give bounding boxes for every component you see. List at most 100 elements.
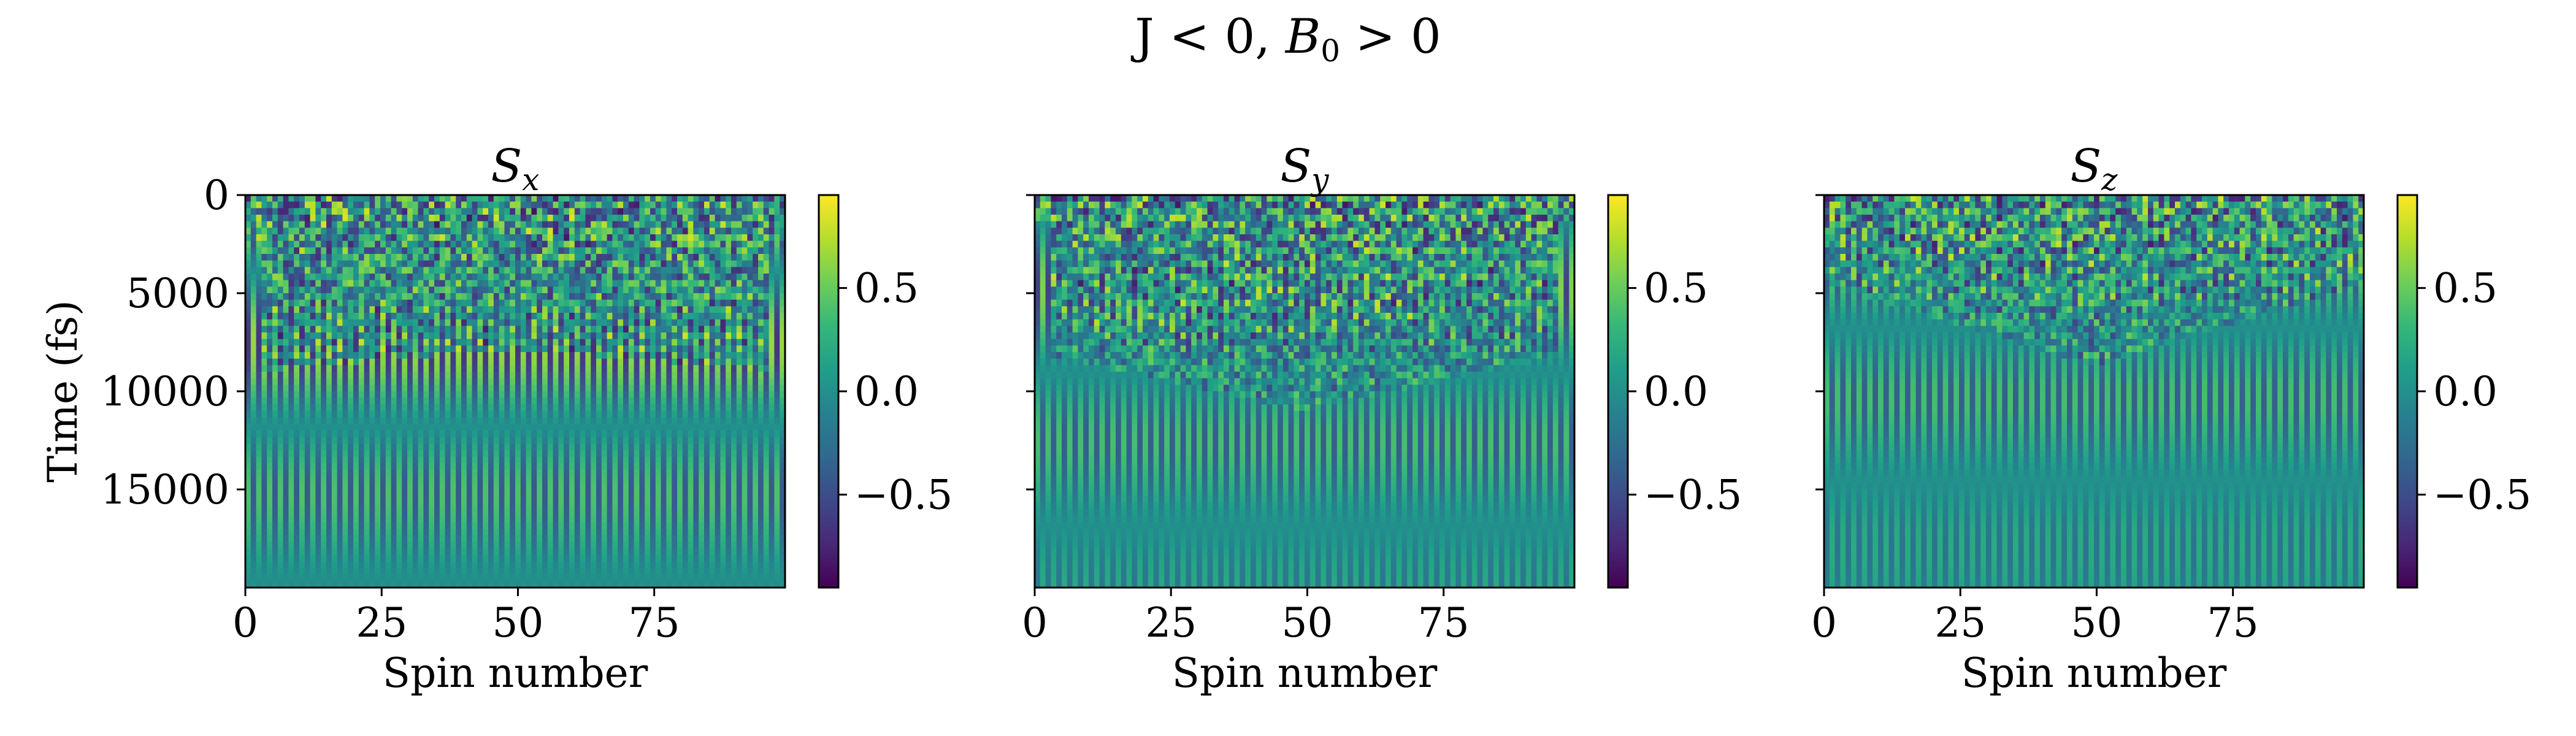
heatmap-cell — [315, 215, 321, 222]
heatmap-cell — [445, 358, 451, 366]
heatmap-cell — [288, 404, 294, 412]
heatmap-cell — [618, 326, 624, 333]
heatmap-cell — [623, 365, 629, 372]
heatmap-cell — [256, 470, 262, 477]
heatmap-cell — [245, 522, 251, 529]
heatmap-cell — [510, 339, 516, 346]
heatmap-cell — [661, 228, 667, 235]
heatmap-cell — [558, 215, 564, 222]
heatmap-cell — [634, 554, 640, 562]
heatmap-cell — [612, 548, 618, 556]
heatmap-cell — [256, 515, 262, 523]
heatmap-cell — [364, 535, 370, 542]
heatmap-cell — [472, 417, 478, 424]
heatmap-cell — [677, 345, 683, 353]
heatmap-cell — [358, 254, 365, 261]
heatmap-cell — [466, 267, 473, 274]
heatmap-cell — [456, 260, 462, 267]
heatmap-cell — [461, 260, 467, 267]
heatmap-cell — [634, 450, 640, 458]
heatmap-cell — [364, 215, 370, 222]
heatmap-cell — [261, 509, 267, 516]
heatmap-cell — [688, 293, 694, 301]
heatmap-cell — [504, 515, 510, 523]
heatmap-cell — [407, 339, 413, 346]
heatmap-cell — [337, 535, 343, 542]
heatmap-cell — [547, 358, 554, 366]
heatmap-cell — [434, 470, 440, 477]
heatmap-cell — [526, 240, 532, 248]
heatmap-cell — [358, 463, 365, 470]
heatmap-cell — [628, 568, 635, 575]
heatmap-cell — [466, 240, 473, 248]
heatmap-cell — [574, 247, 581, 255]
heatmap-cell — [364, 463, 370, 470]
heatmap-cell — [542, 397, 548, 405]
heatmap-cell — [461, 385, 467, 392]
heatmap-cell — [304, 378, 311, 385]
heatmap-cell — [456, 358, 462, 366]
heatmap-cell — [520, 554, 527, 562]
heatmap-cell — [321, 417, 327, 424]
heatmap-cell — [661, 208, 667, 215]
heatmap-cell — [267, 542, 273, 549]
heatmap-cell — [477, 443, 483, 451]
heatmap-cell — [245, 378, 251, 385]
heatmap-cell — [542, 286, 548, 294]
heatmap-cell — [277, 450, 284, 458]
heatmap-cell — [294, 397, 300, 405]
heatmap-cell — [477, 195, 483, 202]
heatmap-cell — [547, 397, 554, 405]
heatmap-cell — [256, 365, 262, 372]
heatmap-cell — [585, 470, 591, 477]
heatmap-cell — [477, 542, 483, 549]
heatmap-cell — [337, 332, 343, 340]
heatmap-cell — [466, 397, 473, 405]
heatmap-cell — [445, 215, 451, 222]
heatmap-cell — [542, 372, 548, 379]
heatmap-cell — [601, 483, 608, 490]
heatmap-cell — [380, 293, 386, 301]
heatmap-cell — [304, 208, 311, 215]
heatmap-cell — [688, 274, 694, 281]
heatmap-cell — [564, 365, 570, 372]
heatmap-cell — [558, 254, 564, 261]
heatmap-cell — [526, 568, 532, 575]
heatmap-cell — [677, 574, 683, 581]
heatmap-cell — [402, 332, 408, 340]
heatmap-cell — [358, 574, 365, 581]
heatmap-cell — [380, 228, 386, 235]
heatmap-cell — [596, 352, 602, 359]
heatmap-cell — [499, 529, 505, 536]
heatmap-cell — [569, 267, 575, 274]
heatmap-cell — [250, 247, 257, 255]
heatmap-cell — [439, 509, 446, 516]
heatmap-cell — [326, 574, 332, 581]
heatmap-cell — [331, 372, 338, 379]
heatmap-cell — [380, 274, 386, 281]
heatmap-cell — [391, 352, 397, 359]
heatmap-cell — [477, 260, 483, 267]
heatmap-cell — [385, 535, 392, 542]
heatmap-cell — [493, 306, 500, 313]
heatmap-cell — [385, 417, 392, 424]
heatmap-cell — [499, 201, 505, 209]
heatmap-cell — [569, 228, 575, 235]
heatmap-cell — [655, 515, 662, 523]
heatmap-cell — [591, 502, 597, 510]
heatmap-cell — [337, 476, 343, 483]
heatmap-cell — [299, 581, 305, 588]
heatmap-cell — [277, 496, 284, 503]
heatmap-cell — [677, 306, 683, 313]
heatmap-cell — [672, 274, 678, 281]
heatmap-cell — [483, 378, 489, 385]
heatmap-cell — [310, 496, 316, 503]
heatmap-cell — [493, 240, 500, 248]
heatmap-cell — [439, 240, 446, 248]
heatmap-cell — [693, 293, 699, 301]
heatmap-cell — [515, 339, 521, 346]
heatmap-cell — [618, 463, 624, 470]
heatmap-cell — [569, 470, 575, 477]
heatmap-cell — [439, 221, 446, 228]
heatmap-cell — [639, 319, 645, 326]
